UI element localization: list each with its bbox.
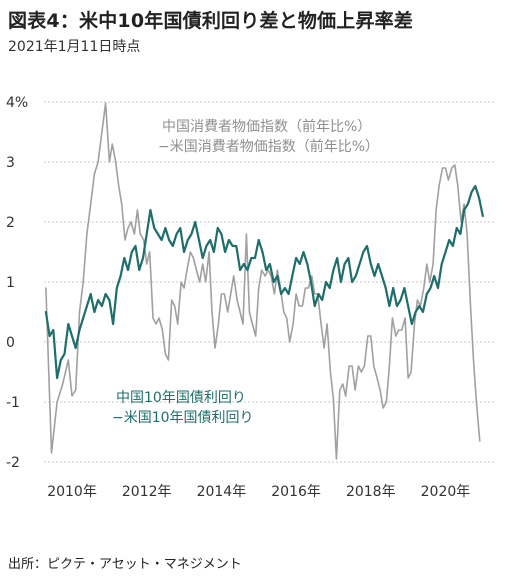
- x-tick-label: 2018年: [346, 484, 396, 500]
- y-tick-label: -1: [6, 395, 20, 411]
- y-tick-label: 4%: [6, 95, 28, 111]
- x-tick-label: 2020年: [421, 484, 471, 500]
- x-tick-label: 2014年: [197, 484, 247, 500]
- annotations: 中国消費者物価指数（前年比%） −米国消費者物価指数（前年比%） 中国10年国債利回…: [112, 118, 379, 426]
- chart-title: 図表4：米中10年国債利回り差と物価上昇率差: [8, 10, 414, 32]
- source-note: 出所：ピクテ・アセット・マネジメント: [8, 557, 242, 572]
- cpi-annotation-line: 中国消費者物価指数（前年比%）: [162, 118, 371, 135]
- y-tick-label: 2: [6, 215, 15, 231]
- yield-diff-line: [44, 184, 484, 380]
- x-axis-ticks: 2010年 2012年 2014年 2016年 2018年 2020年: [47, 484, 470, 500]
- x-tick-label: 2016年: [271, 484, 321, 500]
- x-tick-label: 2012年: [122, 484, 172, 500]
- chart-subtitle: 2021年1月11日時点: [8, 39, 141, 55]
- yield-annotation-line: −米国10年国債利回り: [112, 410, 254, 426]
- y-tick-label: 3: [6, 155, 15, 171]
- y-tick-label: 0: [6, 335, 15, 351]
- y-tick-label: -2: [6, 455, 20, 471]
- cpi-annotation-line: −米国消費者物価指数（前年比%）: [158, 138, 379, 155]
- x-tick-label: 2010年: [47, 484, 97, 500]
- cpi-diff-line: [45, 102, 481, 460]
- y-axis-ticks: 4% 3 2 1 0 -1 -2: [6, 95, 28, 471]
- series-lines: [44, 102, 484, 460]
- grid-lines: [44, 101, 494, 463]
- y-tick-label: 1: [6, 275, 15, 291]
- yield-annotation-line: 中国10年国債利回り: [116, 390, 246, 406]
